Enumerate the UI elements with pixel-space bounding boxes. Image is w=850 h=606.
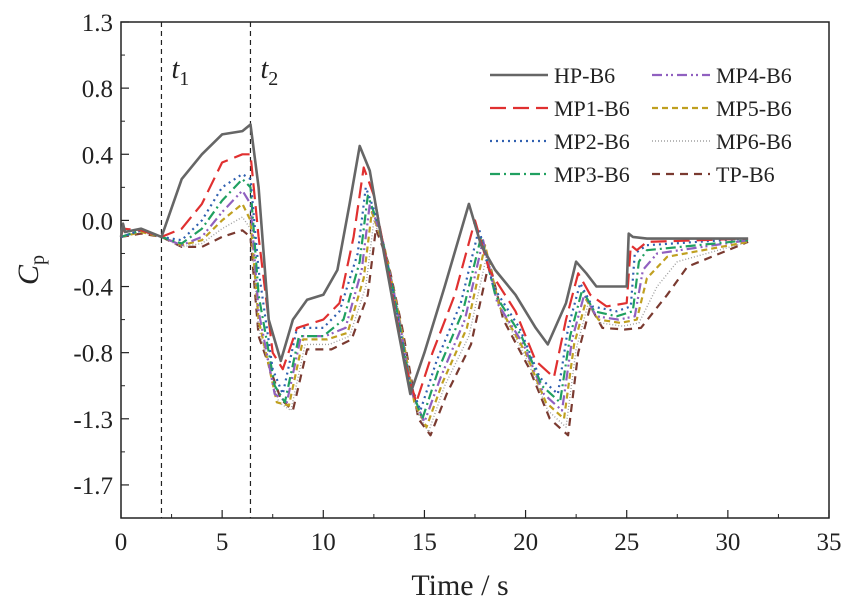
legend: HP-B6 MP1-B6 MP2-B6 MP3-B6 MP4-B6 MP5-B6 MP6-B…: [490, 63, 792, 187]
legend-label-mp3-b6: MP3-B6: [554, 162, 630, 187]
annotation-t2-main: t: [260, 54, 269, 85]
legend-label-mp1-b6: MP1-B6: [554, 96, 630, 121]
series-line-mp1-b6: [119, 153, 749, 404]
legend-label-tp-b6: TP-B6: [716, 162, 775, 187]
annotation-t1: t1: [171, 54, 189, 90]
legend-label-hp-b6: HP-B6: [554, 63, 615, 88]
y-axis-title: Cp: [12, 255, 49, 285]
y-tick-label-2: 0.4: [82, 142, 114, 169]
x-axis-title: Time / s: [411, 569, 508, 602]
time-annotations: t1 t2: [171, 54, 278, 90]
x-tick-label-2: 10: [311, 529, 336, 556]
legend-label-mp4-b6: MP4-B6: [716, 63, 792, 88]
series-line-mp2-b6: [120, 173, 749, 412]
y-axis-title-main: C: [12, 264, 45, 285]
tick-labels: 0 5 10 15 20 25 30 35 1.3 0.8 0.4 0.0 -0.4 -0.8 -1.3 -1…: [73, 10, 841, 556]
y-tick-label-5: -0.8: [73, 341, 113, 368]
series-lines: [119, 123, 749, 437]
y-tick-label-0: 1.3: [82, 10, 113, 37]
annotation-t1-main: t: [171, 54, 180, 85]
axis-ticks: [120, 21, 830, 518]
annotation-t2: t2: [260, 54, 278, 90]
x-tick-label-3: 15: [412, 529, 437, 556]
legend-label-mp5-b6: MP5-B6: [716, 96, 792, 121]
x-tick-label-4: 20: [513, 529, 538, 556]
legend-label-mp6-b6: MP6-B6: [716, 129, 792, 154]
y-axis-title-sub: p: [27, 255, 49, 265]
x-tick-label-7: 35: [817, 529, 842, 556]
x-tick-label-6: 30: [715, 529, 740, 556]
x-tick-label-1: 5: [216, 529, 229, 556]
vertical-markers: [160, 22, 252, 518]
x-tick-label-0: 0: [115, 529, 128, 556]
annotation-t2-sub: 2: [268, 68, 278, 90]
legend-label-mp2-b6: MP2-B6: [554, 129, 630, 154]
y-tick-label-6: -1.3: [73, 407, 113, 434]
x-tick-label-5: 25: [614, 529, 639, 556]
y-tick-label-7: -1.7: [73, 473, 113, 500]
y-tick-label-4: -0.4: [73, 275, 113, 302]
y-tick-label-3: 0.0: [82, 208, 113, 235]
y-tick-label-1: 0.8: [82, 76, 113, 103]
annotation-t1-sub: 1: [179, 68, 189, 90]
series-line-hp-b6: [119, 123, 749, 396]
